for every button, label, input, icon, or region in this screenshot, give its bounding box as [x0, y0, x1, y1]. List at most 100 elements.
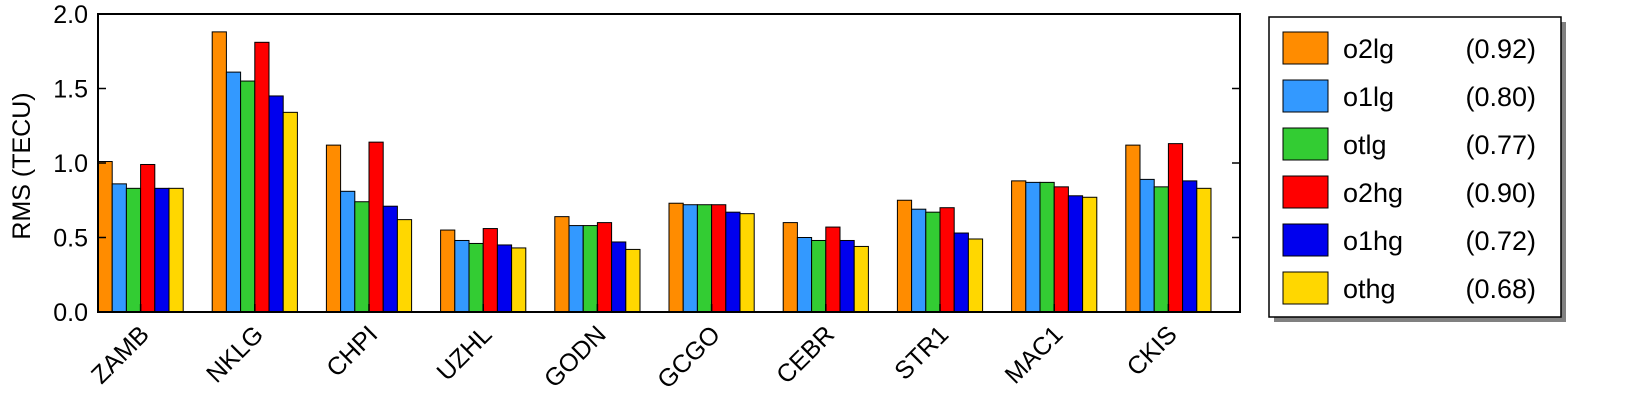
legend-swatch-o2hg: [1282, 175, 1329, 209]
bar-o1hg-ckis: [1182, 180, 1198, 313]
x-axis: ZAMB NKLG CHPI UZHL GODN GCGO CEBR STR1 MAC1 CKIS: [86, 304, 1183, 394]
legend-value-o2hg: (0.90): [1465, 178, 1536, 208]
y-axis-label: RMS (TECU): [8, 92, 36, 239]
y-tick-label: 0.0: [53, 299, 88, 327]
bar-o1lg-godn: [568, 225, 584, 313]
bar-o2lg-ckis: [1125, 144, 1141, 313]
x-tick-label-mac1: MAC1: [1000, 320, 1069, 389]
x-tick-label-nklg: NKLG: [201, 320, 269, 388]
legend-label-otlg: otlg: [1343, 130, 1387, 160]
bar-otlg-ckis: [1153, 186, 1169, 313]
bar-o1hg-mac1: [1067, 195, 1084, 313]
y-tick-label: 1.5: [53, 76, 88, 104]
bar-othg-gcgo: [739, 213, 755, 313]
legend-value-o2lg: (0.92): [1465, 34, 1536, 64]
legend-value-o1hg: (0.72): [1465, 226, 1536, 256]
bar-o1hg-str1: [953, 232, 969, 313]
bar-group-godn: [554, 216, 641, 313]
bar-o1lg-mac1: [1025, 181, 1041, 313]
bar-otlg-str1: [925, 211, 941, 313]
bar-o1lg-ckis: [1139, 178, 1155, 313]
legend-box: [1268, 16, 1562, 318]
bar-otlg-nklg: [240, 80, 256, 313]
bar-o1hg-godn: [611, 241, 627, 313]
legend-swatch-othg: [1282, 271, 1329, 305]
bar-o2hg-chpi: [368, 141, 384, 313]
legend-label-o1lg: o1lg: [1343, 82, 1394, 112]
bar-group-cebr: [782, 222, 869, 313]
bar-group-chpi: [325, 141, 413, 313]
y-tick-label: 2.0: [53, 1, 88, 29]
bar-o2hg-uzhl: [482, 228, 498, 313]
bar-o1hg-chpi: [382, 205, 398, 313]
y-tick-label: 0.5: [53, 225, 88, 253]
bar-o1lg-nklg: [225, 71, 242, 313]
bar-group-gcgo: [668, 202, 755, 313]
bar-otlg-uzhl: [468, 242, 484, 313]
legend: o2lg (0.92) o1lg (0.80) otlg (0.77) o2hg (0.90)…: [1268, 16, 1566, 322]
bar-o2lg-str1: [896, 199, 913, 313]
bar-group-nklg: [211, 31, 298, 313]
bar-otlg-chpi: [354, 201, 370, 313]
bar-othg-ckis: [1196, 187, 1212, 313]
bar-o2hg-nklg: [254, 41, 270, 313]
bar-group-str1: [896, 199, 984, 313]
bar-o2hg-godn: [596, 222, 613, 313]
bar-o1lg-str1: [911, 208, 927, 313]
bar-o2hg-mac1: [1053, 186, 1069, 313]
x-tick-label-uzhl: UZHL: [431, 320, 497, 386]
bar-groups: [97, 31, 1212, 313]
bar-o1hg-gcgo: [725, 211, 741, 313]
legend-label-o2hg: o2hg: [1343, 178, 1403, 208]
bar-o2lg-chpi: [325, 144, 342, 313]
bar-group-mac1: [1011, 180, 1098, 313]
bar-othg-mac1: [1082, 196, 1098, 313]
bar-group-zamb: [97, 161, 184, 313]
bar-othg-godn: [625, 248, 641, 313]
legend-swatch-o1lg: [1282, 79, 1329, 113]
bar-o1hg-cebr: [839, 239, 855, 313]
bar-otlg-mac1: [1039, 181, 1055, 313]
x-tick-label-godn: GODN: [539, 320, 612, 393]
bar-o2hg-zamb: [140, 163, 156, 313]
legend-label-o1hg: o1hg: [1343, 226, 1403, 256]
bar-o1hg-zamb: [154, 187, 170, 313]
bar-group-uzhl: [440, 228, 527, 313]
legend-swatch-o2lg: [1282, 31, 1329, 65]
y-tick-label: 1.0: [53, 150, 88, 178]
legend-swatch-otlg: [1282, 127, 1329, 161]
bar-o1hg-uzhl: [496, 244, 513, 313]
legend-swatch-o1hg: [1282, 223, 1329, 257]
bar-o1lg-zamb: [111, 183, 127, 313]
bar-otlg-godn: [582, 225, 598, 313]
legend-label-o2lg: o2lg: [1343, 34, 1394, 64]
bar-o2lg-godn: [554, 216, 570, 313]
legend-value-othg: (0.68): [1465, 274, 1536, 304]
bar-o2lg-gcgo: [668, 202, 684, 313]
legend-label-othg: othg: [1343, 274, 1396, 304]
bar-o2hg-cebr: [825, 226, 841, 313]
bar-o2hg-ckis: [1167, 143, 1184, 313]
bar-o1lg-uzhl: [454, 239, 470, 313]
bar-o2lg-uzhl: [440, 229, 456, 313]
x-tick-label-str1: STR1: [889, 320, 954, 385]
bar-o2lg-nklg: [211, 31, 227, 313]
bar-o1lg-gcgo: [682, 204, 698, 313]
bar-otlg-zamb: [125, 187, 142, 313]
bar-o2hg-gcgo: [711, 204, 727, 313]
bar-othg-zamb: [168, 187, 184, 313]
x-tick-label-ckis: CKIS: [1122, 320, 1183, 381]
bar-othg-cebr: [853, 245, 869, 313]
bar-o2hg-str1: [939, 207, 955, 313]
bar-o2lg-mac1: [1011, 180, 1027, 313]
bar-group-ckis: [1125, 143, 1212, 313]
legend-value-otlg: (0.77): [1465, 130, 1536, 160]
bar-othg-chpi: [396, 219, 413, 313]
y-axis: 0.0 0.5 1.0 1.5 2.0: [53, 1, 1240, 327]
legend-value-o1lg: (0.80): [1465, 82, 1536, 112]
bar-otlg-gcgo: [696, 204, 713, 313]
bar-o1lg-cebr: [796, 237, 813, 313]
bar-othg-nklg: [282, 111, 298, 313]
x-tick-label-chpi: CHPI: [321, 320, 383, 382]
